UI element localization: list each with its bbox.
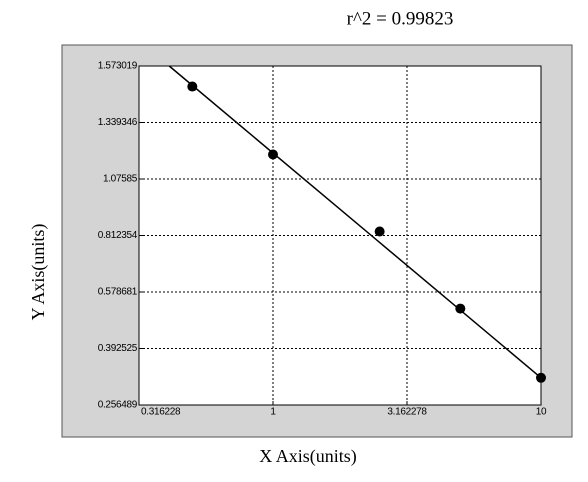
data-point [536,372,546,383]
y-tick-label: 0.256489 [98,400,138,411]
data-point [187,81,198,92]
x-tick-label: 10 [536,407,547,418]
fit-line [168,65,542,379]
x-tick-label: 3.162278 [387,407,427,418]
y-tick-label: 1.07585 [103,174,138,185]
data-point [267,149,278,160]
y-tick-label: 1.339346 [98,117,138,128]
x-tick-label: 1 [270,407,276,418]
data-point [374,226,385,237]
x-axis-label: X Axis(units) [259,446,357,467]
y-tick-label: 0.578681 [98,287,138,298]
x-tick-label: 0.316228 [141,407,181,418]
y-tick-label: 0.812354 [98,230,138,241]
y-axis-label: Y Axis(units) [28,224,49,321]
chart-title: r^2 = 0.99823 [347,8,454,29]
y-tick-label: 0.392525 [98,343,138,354]
data-point [455,303,466,314]
y-tick-label: 1.573019 [98,61,138,72]
